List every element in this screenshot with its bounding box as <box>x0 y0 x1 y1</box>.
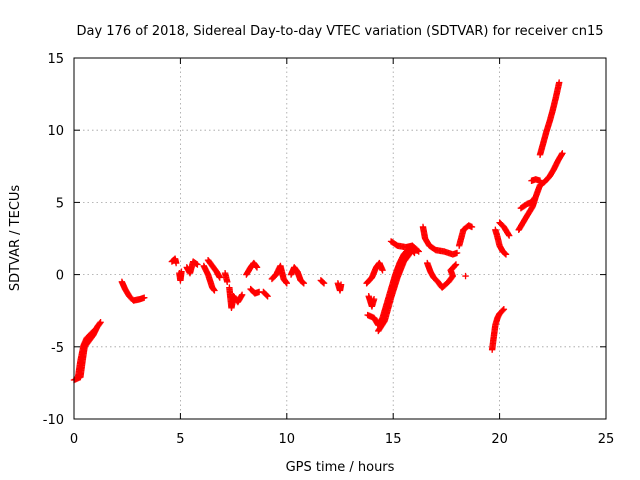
data-point <box>452 261 460 268</box>
data-point <box>499 306 507 314</box>
y-tick-label: 15 <box>47 52 64 67</box>
x-tick-label: 0 <box>70 432 78 447</box>
data-point <box>415 248 422 255</box>
x-tick-label: 5 <box>176 432 184 447</box>
data-point <box>337 281 345 288</box>
data-point <box>559 150 566 157</box>
chart-title: Day 176 of 2018, Sidereal Day-to-day VTE… <box>76 24 603 39</box>
plot-frame <box>73 57 607 420</box>
data-point <box>92 326 99 333</box>
data-point <box>172 259 180 267</box>
data-point <box>453 249 461 257</box>
data-point <box>264 293 271 300</box>
data-point <box>407 249 414 257</box>
y-tick-label: -5 <box>51 341 64 356</box>
data-point <box>211 287 218 294</box>
y-tick-label: -10 <box>43 413 64 428</box>
data-point <box>505 232 513 239</box>
data-point <box>555 79 563 86</box>
x-axis-label: GPS time / hours <box>286 460 395 475</box>
data-point <box>536 177 544 184</box>
data-points <box>70 79 566 384</box>
data-point <box>406 250 413 258</box>
y-axis-label: SDTVAR / TECUs <box>8 185 23 292</box>
x-tick-label: 15 <box>385 432 402 447</box>
data-point <box>500 306 508 313</box>
data-point <box>502 251 510 258</box>
data-point <box>178 268 185 275</box>
data-point <box>505 231 512 238</box>
data-point <box>370 295 378 303</box>
data-point <box>224 278 231 286</box>
data-point <box>91 327 98 334</box>
x-tick-label: 10 <box>279 432 296 447</box>
data-point <box>320 279 327 286</box>
data-point <box>141 294 148 301</box>
y-tick-label: 5 <box>56 196 64 211</box>
data-point <box>468 223 476 231</box>
y-tick-label: 0 <box>56 269 64 284</box>
data-point <box>501 250 509 257</box>
y-tick-label: 10 <box>47 124 64 139</box>
data-point <box>462 272 469 280</box>
data-point <box>379 267 386 274</box>
data-point <box>238 291 246 299</box>
data-point <box>300 280 308 287</box>
data-point <box>253 264 261 271</box>
x-tick-label: 20 <box>491 432 508 447</box>
data-point <box>97 319 104 326</box>
data-point <box>531 194 538 202</box>
data-point <box>414 247 422 254</box>
data-point <box>210 286 217 293</box>
data-point <box>299 279 307 286</box>
data-point <box>193 260 200 267</box>
axis-ticks: 0 5 10 15 20 25 -10 -5 0 5 10 15 <box>43 52 615 447</box>
data-point <box>452 262 459 269</box>
x-tick-label: 25 <box>598 432 615 447</box>
data-point <box>216 274 223 281</box>
data-point <box>283 280 290 287</box>
data-point <box>320 280 328 287</box>
data-point <box>194 261 201 268</box>
data-point <box>263 292 270 299</box>
